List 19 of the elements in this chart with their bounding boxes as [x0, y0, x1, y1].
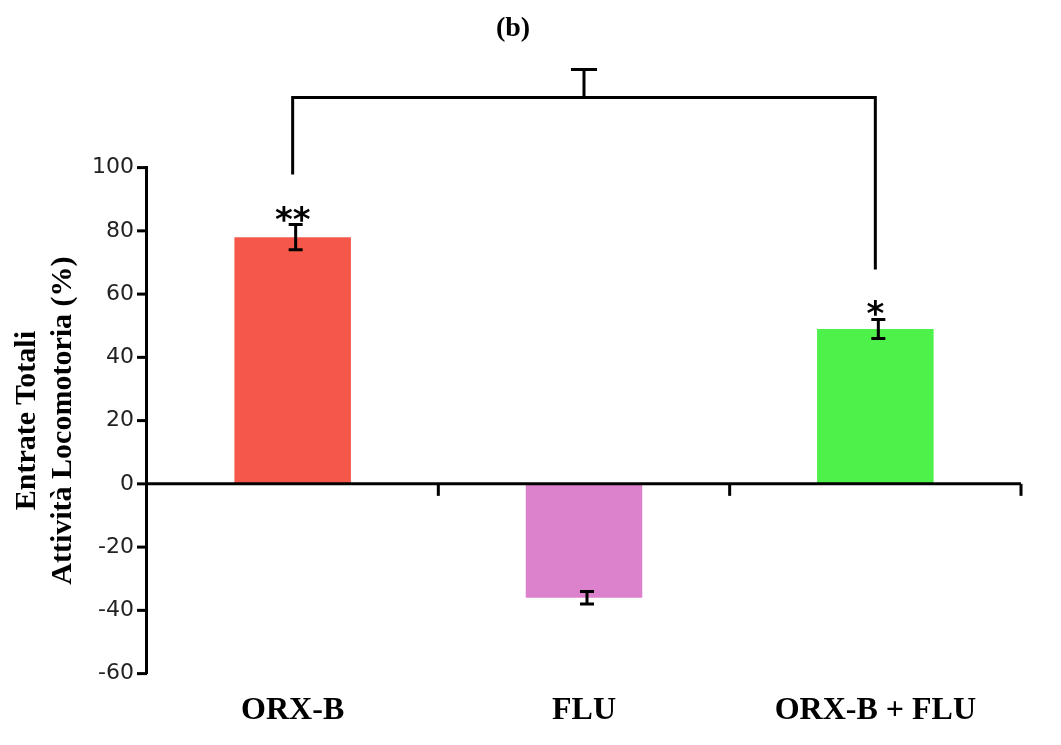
y-tick-label: 80: [105, 216, 134, 242]
y-tick-label: -20: [98, 532, 134, 558]
chart-title: (b): [495, 11, 531, 43]
y-tick-label: -60: [98, 659, 134, 685]
y-tick-label: 100: [91, 153, 134, 179]
x-tick-label: FLU: [552, 690, 616, 727]
x-tick-label: ORX-B + FLU: [774, 690, 976, 727]
bar: [817, 328, 934, 484]
y-tick-label: 40: [105, 343, 134, 369]
y-tick-label: 60: [105, 279, 134, 305]
y-axis-title: Entrate Totali Attività Locomotoria (%): [7, 256, 78, 585]
y-tick-label: 20: [105, 406, 134, 432]
x-tick-label: ORX-B: [241, 690, 345, 727]
y-tick-label: 0: [119, 469, 134, 495]
annotation: *: [866, 293, 885, 334]
annotation: **: [274, 198, 311, 239]
bar: [525, 483, 643, 598]
y-tick-label: -40: [98, 596, 134, 622]
bar: [234, 237, 351, 484]
